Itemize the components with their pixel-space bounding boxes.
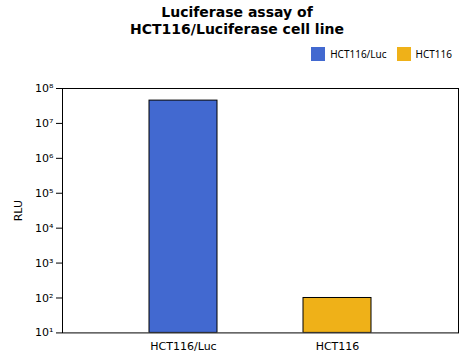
html-text:HCT116/Luc: HCT116/Luc: [330, 47, 387, 62]
svg-text:10¹: 10¹: [35, 326, 53, 339]
svg-text:10⁶: 10⁶: [35, 151, 54, 164]
svg-text:HCT116: HCT116: [316, 339, 360, 352]
svg-text:RLU: RLU: [12, 200, 25, 221]
svg-text:10⁵: 10⁵: [35, 186, 53, 199]
html-text:HCT116: HCT116: [415, 47, 452, 62]
svg-text:10³: 10³: [35, 256, 53, 269]
svg-text:10²: 10²: [35, 291, 53, 304]
svg-text:10⁷: 10⁷: [35, 117, 53, 130]
svg-text:10⁴: 10⁴: [35, 221, 54, 234]
html-text:Luciferase assay of HCT116/Luc: Luciferase assay of HCT116/Luciferase ce…: [130, 4, 344, 37]
svg-text:10⁸: 10⁸: [35, 82, 54, 95]
svg-text:HCT116/Luc: HCT116/Luc: [150, 339, 216, 352]
